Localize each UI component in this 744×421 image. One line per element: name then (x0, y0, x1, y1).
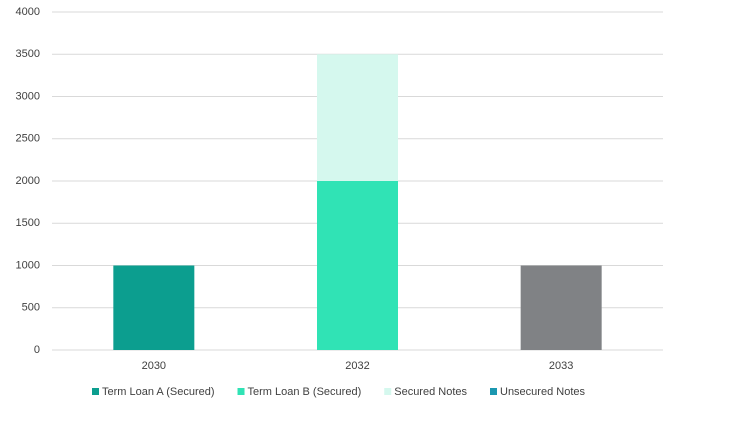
x-tick-label: 2030 (142, 360, 166, 372)
legend-swatch (92, 388, 99, 395)
x-tick-label: 2033 (549, 360, 573, 372)
y-tick-label: 2500 (16, 133, 40, 145)
y-tick-label: 500 (22, 302, 40, 314)
legend-label: Term Loan B (Secured) (248, 386, 362, 398)
legend-label: Unsecured Notes (500, 386, 585, 398)
legend-swatch (490, 388, 497, 395)
y-tick-label: 3000 (16, 90, 40, 102)
x-tick-label: 2032 (345, 360, 369, 372)
legend-swatch (237, 388, 245, 395)
y-tick-label: 1000 (16, 259, 40, 271)
legend-swatch (384, 388, 392, 395)
y-tick-label: 3500 (16, 48, 40, 60)
y-tick-label: 0 (34, 344, 40, 356)
legend-label: Secured Notes (394, 386, 467, 398)
legend-label: Term Loan A (Secured) (102, 386, 215, 398)
bar-segment (520, 265, 602, 350)
y-tick-label: 2000 (16, 175, 40, 187)
bar-segment (317, 181, 398, 350)
y-tick-label: 4000 (16, 6, 40, 18)
bar-segment (317, 54, 398, 181)
y-tick-label: 1500 (16, 217, 40, 229)
bar-segment (113, 265, 195, 350)
